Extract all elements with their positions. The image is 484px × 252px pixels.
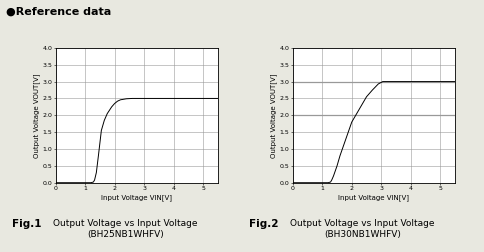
X-axis label: Input Voltage VIN[V]: Input Voltage VIN[V]	[101, 194, 172, 201]
Text: Fig.2: Fig.2	[249, 219, 279, 229]
Text: Output Voltage vs Input Voltage
(BH30NB1WHFV): Output Voltage vs Input Voltage (BH30NB1…	[290, 219, 435, 239]
Y-axis label: Output Voltage VOUT[V]: Output Voltage VOUT[V]	[33, 73, 40, 158]
X-axis label: Input Voltage VIN[V]: Input Voltage VIN[V]	[338, 194, 409, 201]
Text: Fig.1: Fig.1	[12, 219, 42, 229]
Text: ●Reference data: ●Reference data	[6, 6, 111, 16]
Y-axis label: Output Voltage VOUT[V]: Output Voltage VOUT[V]	[270, 73, 277, 158]
Text: Output Voltage vs Input Voltage
(BH25NB1WHFV): Output Voltage vs Input Voltage (BH25NB1…	[53, 219, 198, 239]
